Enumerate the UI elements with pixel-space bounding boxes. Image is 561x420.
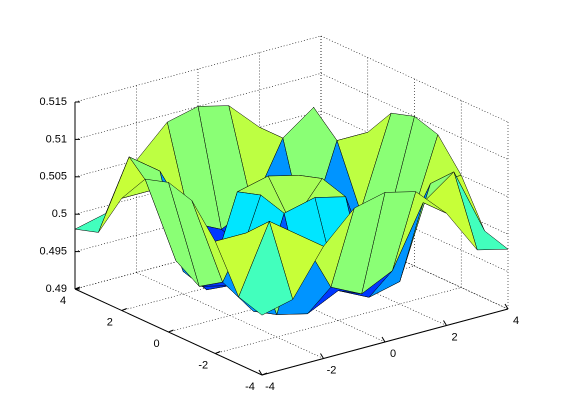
tick <box>74 286 81 290</box>
tick <box>258 369 263 376</box>
y-tick-label: 4 <box>60 295 66 307</box>
z-tick-label: 0.495 <box>39 246 67 258</box>
y-tick-label: -2 <box>198 359 208 371</box>
grid-line <box>74 73 322 140</box>
z-tick-label: 0.49 <box>46 283 67 295</box>
tick <box>443 320 447 326</box>
x-tick-label: -2 <box>327 364 337 376</box>
grid-line <box>215 287 462 354</box>
grid-line <box>74 110 322 178</box>
tick <box>504 303 509 310</box>
grid-line <box>121 244 368 311</box>
y-tick-label: 0 <box>153 338 159 350</box>
tick <box>261 372 268 376</box>
x-tick-label: 0 <box>390 348 396 360</box>
x-tick-label: 2 <box>451 331 457 343</box>
z-tick-label: 0.505 <box>39 171 67 183</box>
tick <box>121 308 127 311</box>
x-tick-label: 4 <box>513 315 519 327</box>
z-tick-label: 0.51 <box>46 133 67 145</box>
x-tick-label: -4 <box>265 381 275 393</box>
surface-patch <box>238 220 294 316</box>
z-tick-label: 0.5 <box>52 208 67 220</box>
y-tick-label: 2 <box>107 316 113 328</box>
tick <box>381 336 386 343</box>
grid-line <box>74 222 322 290</box>
z-tick-label: 0.515 <box>39 96 67 108</box>
tick <box>215 351 221 354</box>
tick <box>320 353 324 359</box>
y-tick-label: -4 <box>245 381 255 393</box>
grid-line <box>74 185 322 252</box>
grid-line <box>74 35 322 103</box>
tick <box>168 329 174 333</box>
grid-line <box>168 265 415 333</box>
